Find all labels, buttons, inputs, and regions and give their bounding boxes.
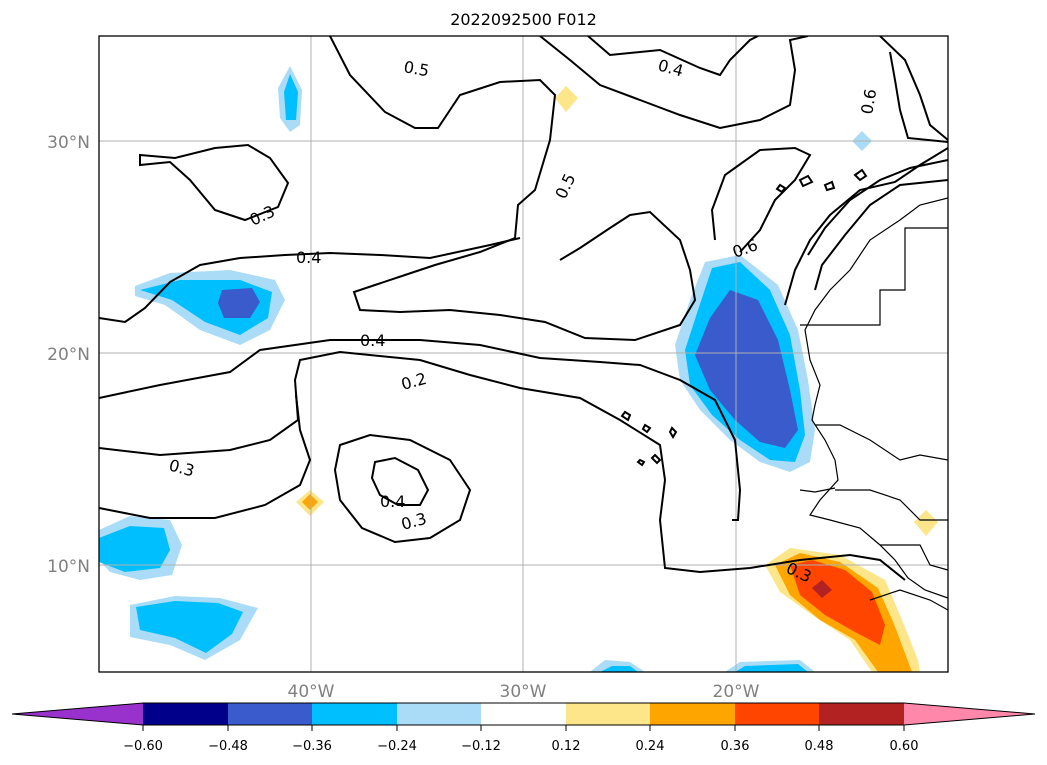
lon-label: 40°W bbox=[288, 682, 335, 702]
colorbar-swatch bbox=[650, 703, 735, 725]
colorbar-tick-label: −0.48 bbox=[208, 739, 248, 754]
lon-label: 20°W bbox=[713, 682, 760, 702]
colorbar-tick-label: −0.24 bbox=[377, 739, 417, 754]
contour-label: 0.6 bbox=[857, 87, 880, 115]
colorbar-tick-label: 0.60 bbox=[890, 739, 919, 754]
map-area: 0.5 0.4 0.6 0.3 0.4 0.5 0.6 0.4 0.2 0.3 … bbox=[99, 36, 948, 672]
colorbar-tick-label: 0.24 bbox=[636, 739, 665, 754]
lat-label: 30°N bbox=[47, 133, 90, 153]
coastlines bbox=[799, 197, 948, 611]
colorbar-swatch bbox=[228, 703, 312, 725]
colorbar-swatch bbox=[397, 703, 481, 725]
positive-anomaly-fills bbox=[296, 86, 938, 672]
contour-lines bbox=[99, 36, 948, 581]
contour-label: 0.4 bbox=[380, 492, 405, 511]
lat-label: 10°N bbox=[47, 557, 90, 577]
colorbar-tick-label: 0.36 bbox=[721, 739, 750, 754]
lat-label: 20°N bbox=[47, 345, 90, 365]
colorbar-tick-label: 0.12 bbox=[552, 739, 581, 754]
map-frame bbox=[98, 35, 949, 673]
map-title: 2022092500 F012 bbox=[450, 10, 597, 29]
colorbar-swatch bbox=[143, 703, 228, 725]
contour-label: 0.3 bbox=[167, 456, 197, 481]
colorbar-swatch bbox=[735, 703, 819, 725]
colorbar-swatch bbox=[481, 703, 566, 725]
colorbar-swatch bbox=[312, 703, 397, 725]
contour-label: 0.5 bbox=[551, 171, 579, 202]
colorbar-tick-label: −0.12 bbox=[461, 739, 501, 754]
colorbar-swatch bbox=[566, 703, 650, 725]
lon-label: 30°W bbox=[500, 682, 547, 702]
contour-label: 0.5 bbox=[402, 57, 430, 80]
colorbar-tick-label: 0.48 bbox=[805, 739, 834, 754]
colorbar-extend-max bbox=[904, 703, 1035, 725]
colorbar-tick-label: −0.60 bbox=[123, 739, 163, 754]
contour-label: 0.3 bbox=[247, 202, 278, 230]
colorbar-swatch bbox=[819, 703, 904, 725]
contour-label: 0.2 bbox=[399, 369, 429, 394]
contour-label: 0.4 bbox=[296, 248, 321, 267]
colorbar-extend-min bbox=[12, 703, 143, 725]
colorbar: −0.60 −0.48 −0.36 −0.24 −0.12 0.12 0.24 … bbox=[11, 702, 1036, 754]
contour-label: 0.4 bbox=[360, 331, 385, 350]
contour-label: 0.3 bbox=[399, 509, 429, 534]
contour-label: 0.6 bbox=[730, 235, 760, 262]
colorbar-tick-label: −0.36 bbox=[292, 739, 332, 754]
negative-anomaly-fills bbox=[99, 66, 872, 672]
